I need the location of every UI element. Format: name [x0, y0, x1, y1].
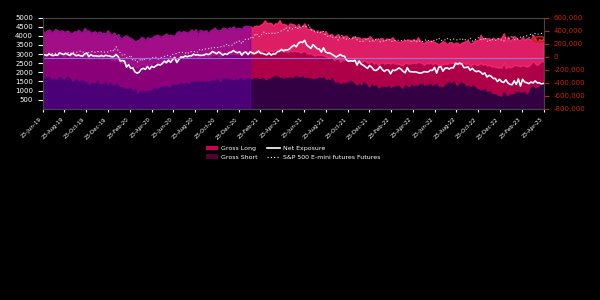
Legend: Gross Long, Gross Short, Net Exposure, S&P 500 E-mini futures Futures: Gross Long, Gross Short, Net Exposure, S… — [203, 143, 383, 163]
